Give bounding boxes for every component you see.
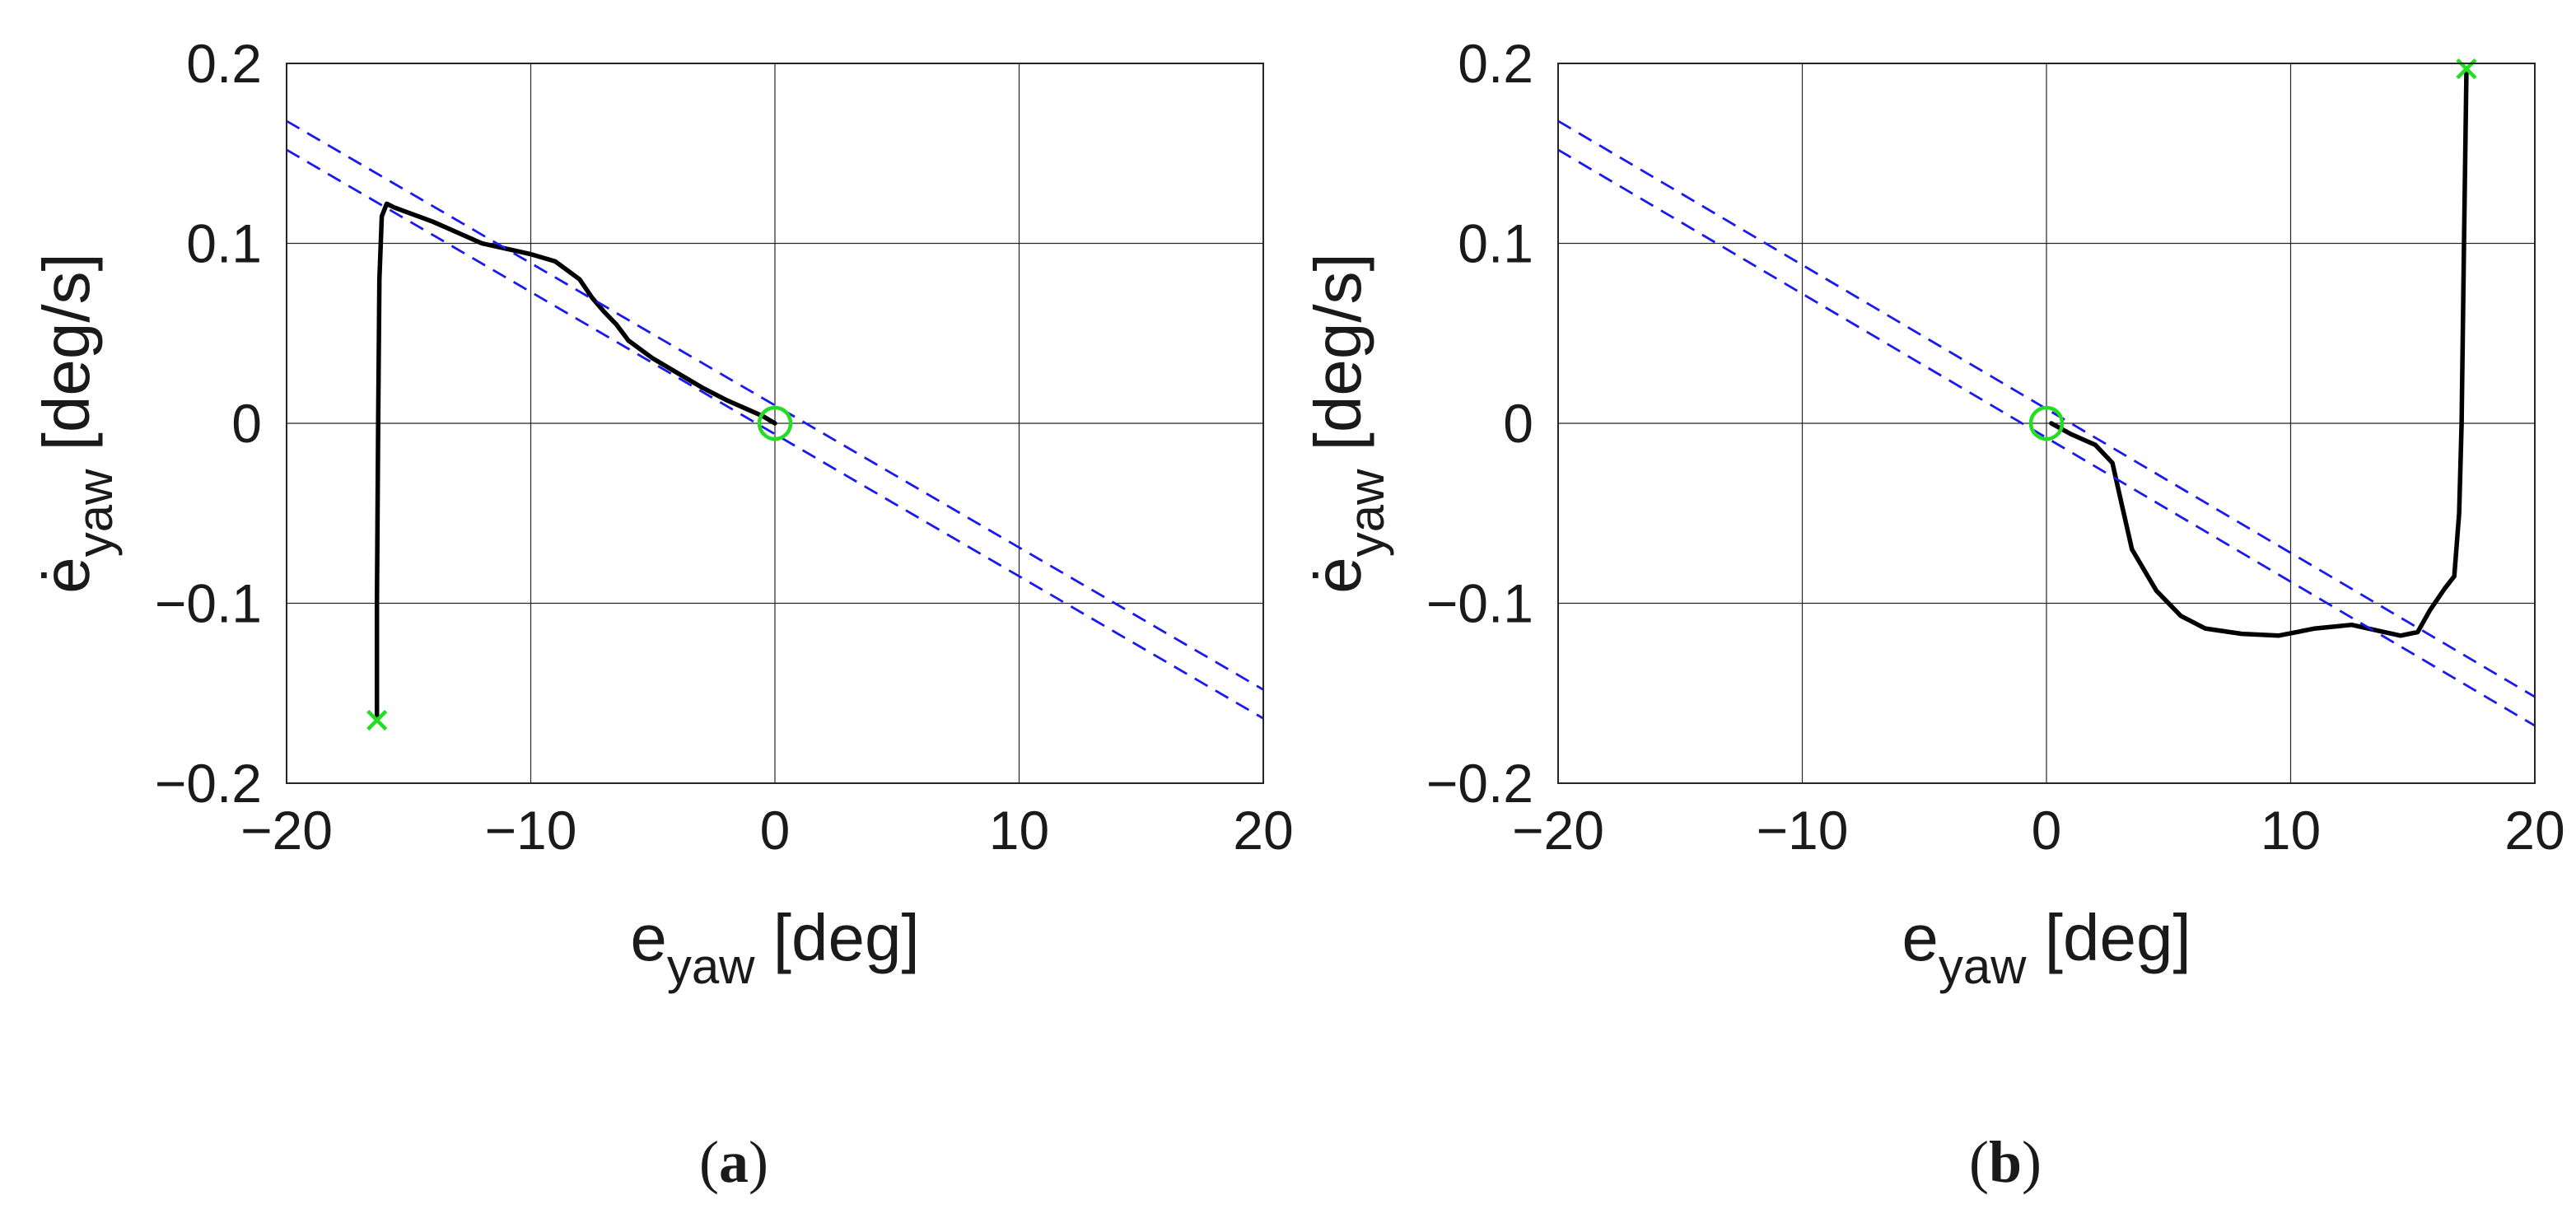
y-tick-label: 0.2 (1458, 33, 1533, 94)
x-tick-label: −10 (485, 800, 577, 861)
y-axis-label: ėyaw [deg/s] (30, 253, 123, 594)
x-axis-label: eyaw [deg] (630, 901, 919, 994)
x-axis-label: eyaw [deg] (1902, 901, 2191, 994)
sliding-boundary-line (1558, 119, 2535, 698)
start-marker (366, 709, 388, 731)
chart-panel-b: −20 −10 0 10 20 −0.2 −0.1 0 0.1 0.2 eyaw [deg] ėyaw… (1301, 33, 2565, 1195)
series-group (287, 119, 1263, 723)
sliding-boundary-line (287, 148, 1263, 720)
panel-caption: (b) (1969, 1129, 2042, 1195)
y-tick-label: 0 (231, 393, 262, 454)
x-tick-label: 10 (989, 800, 1049, 861)
y-tick-label: −0.2 (155, 753, 262, 814)
panel-caption: (a) (699, 1129, 768, 1195)
x-tick-label: 10 (2261, 800, 2321, 861)
x-tick-label: 20 (1233, 800, 1293, 861)
trajectory-line (374, 201, 777, 723)
end-marker (757, 405, 793, 441)
y-axis-label: ėyaw [deg/s] (1301, 253, 1394, 594)
trajectory-line (2049, 66, 2469, 638)
x-tick-label: −20 (240, 800, 333, 861)
start-marker-stroke (366, 709, 388, 731)
end-marker (2028, 405, 2065, 441)
x-tick-label: 0 (2032, 800, 2062, 861)
x-tick-label: −20 (1512, 800, 1604, 861)
x-tick-label: 20 (2504, 800, 2564, 861)
axes-box (286, 63, 1264, 784)
sliding-boundary-line (1558, 148, 2535, 727)
y-tick-label: −0.1 (1426, 573, 1533, 634)
x-tick-label: −10 (1757, 800, 1849, 861)
x-tick-label: 0 (760, 800, 791, 861)
y-tick-label: 0.1 (186, 213, 262, 274)
y-tick-label: 0.1 (1458, 213, 1533, 274)
series-group (1558, 66, 2535, 727)
sliding-boundary-line (287, 119, 1263, 691)
y-tick-label: 0.2 (186, 33, 262, 94)
y-tick-label: −0.2 (1426, 753, 1533, 814)
y-tick-label: 0 (1503, 393, 1533, 454)
y-tick-label: −0.1 (155, 573, 262, 634)
chart-panel-a: −20 −10 0 10 20 −0.2 −0.1 0 0.1 0.2 eyaw [deg] ėyaw… (30, 33, 1294, 1195)
axes-box (1557, 63, 2536, 784)
